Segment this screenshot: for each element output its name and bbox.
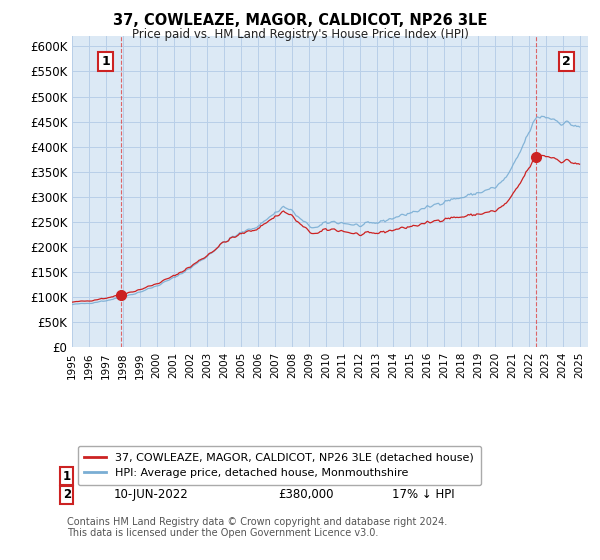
Text: 3% ↑ HPI: 3% ↑ HPI <box>392 470 447 483</box>
Text: £380,000: £380,000 <box>278 488 334 501</box>
Text: 1: 1 <box>63 470 71 483</box>
Text: 1: 1 <box>101 55 110 68</box>
Text: 10-JUN-2022: 10-JUN-2022 <box>113 488 188 501</box>
Text: 21-NOV-1997: 21-NOV-1997 <box>113 470 192 483</box>
Text: 17% ↓ HPI: 17% ↓ HPI <box>392 488 455 501</box>
Text: Contains HM Land Registry data © Crown copyright and database right 2024.
This d: Contains HM Land Registry data © Crown c… <box>67 516 447 538</box>
Text: 37, COWLEAZE, MAGOR, CALDICOT, NP26 3LE: 37, COWLEAZE, MAGOR, CALDICOT, NP26 3LE <box>113 13 487 28</box>
Text: Price paid vs. HM Land Registry's House Price Index (HPI): Price paid vs. HM Land Registry's House … <box>131 28 469 41</box>
Legend: 37, COWLEAZE, MAGOR, CALDICOT, NP26 3LE (detached house), HPI: Average price, de: 37, COWLEAZE, MAGOR, CALDICOT, NP26 3LE … <box>77 446 481 485</box>
Text: 2: 2 <box>63 488 71 501</box>
Text: £104,500: £104,500 <box>278 470 334 483</box>
Text: 2: 2 <box>562 55 571 68</box>
